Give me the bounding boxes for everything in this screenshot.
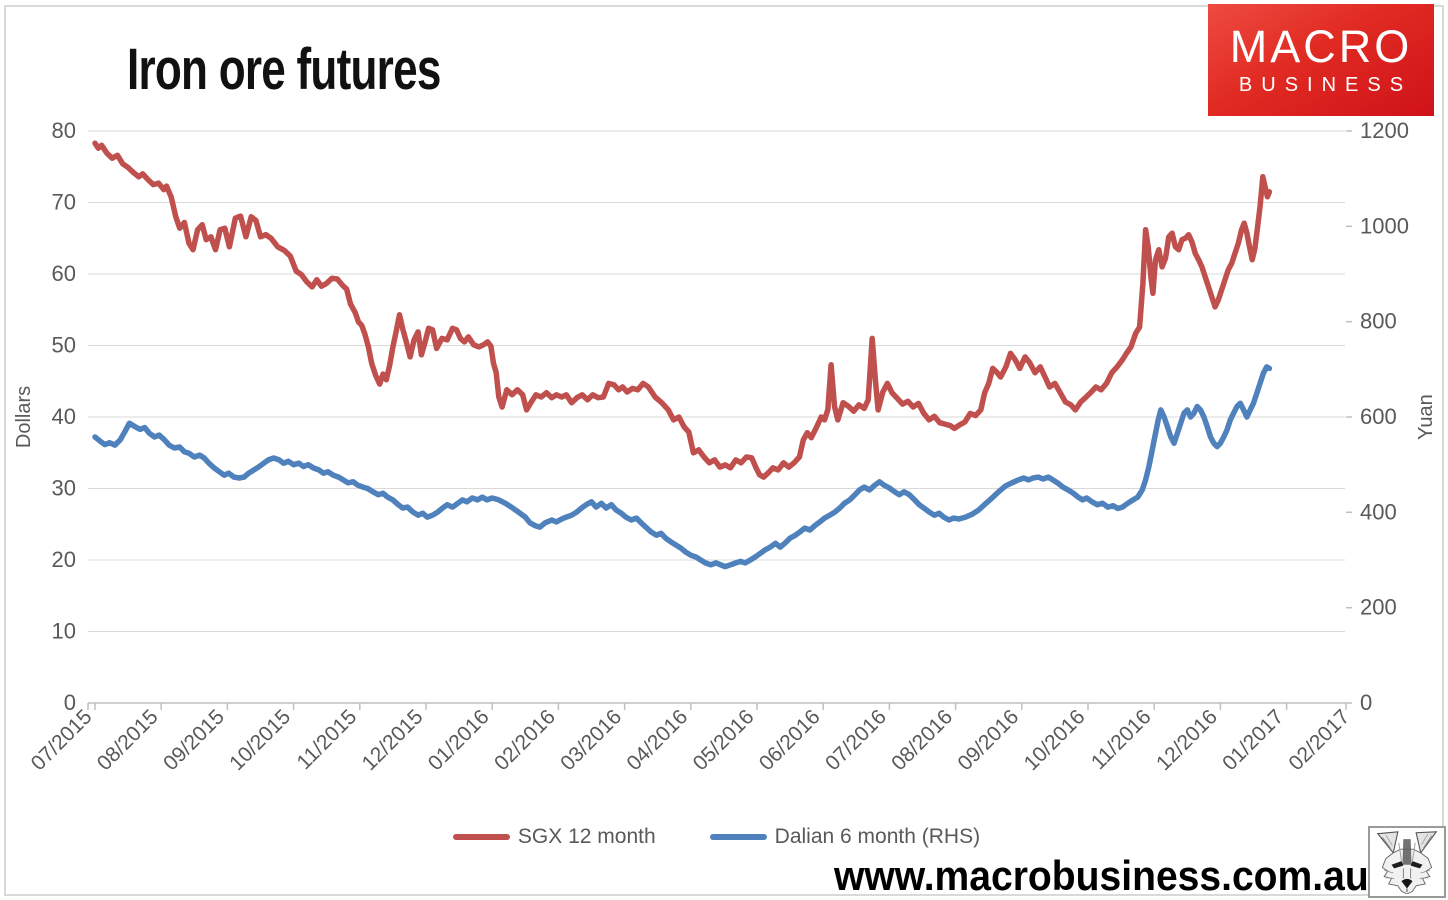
legend-item-dalian: Dalian 6 month (RHS) (709, 825, 981, 849)
x-axis-tick-label: 09/2016 (953, 705, 1023, 775)
x-axis-tick-label: 07/2016 (821, 705, 891, 775)
x-axis-tick-label: 07/2015 (27, 705, 97, 775)
x-axis-tick-label: 08/2015 (93, 705, 163, 775)
y-axis-tick-label-left: 70 (52, 190, 76, 215)
chart-legend: SGX 12 month Dalian 6 month (RHS) (88, 820, 1345, 854)
x-axis-tick-label: 01/2016 (424, 705, 494, 775)
y-axis-tick-label-left: 30 (52, 476, 76, 501)
y-axis-title-left: Dollars (13, 385, 35, 449)
y-axis-tick-label-left: 60 (52, 261, 76, 286)
x-axis-tick-label: 03/2016 (556, 705, 626, 775)
y-axis-tick-label-left: 10 (52, 619, 76, 644)
y-axis-tick-label-right: 200 (1360, 595, 1397, 620)
y-axis-tick-label-left: 40 (52, 404, 76, 429)
legend-item-sgx: SGX 12 month (452, 825, 656, 849)
chart-title: Iron ore futures (127, 37, 441, 102)
macrobusiness-logo: MACRO BUSINESS (1208, 4, 1434, 116)
y-axis-tick-label-left: 80 (52, 118, 76, 143)
legend-line-marker (709, 834, 767, 840)
y-axis-tick-label-right: 0 (1360, 690, 1372, 715)
x-axis-tick-label: 10/2016 (1020, 705, 1090, 775)
y-axis-tick-label-right: 1000 (1360, 213, 1409, 238)
x-axis-tick-label: 11/2015 (292, 705, 361, 774)
logo-text-macro: MACRO (1229, 21, 1413, 73)
y-axis-tick-label-left: 0 (64, 690, 76, 715)
x-axis-tick-label: 06/2016 (755, 705, 825, 775)
y-axis-tick-label-left: 20 (52, 547, 76, 572)
logo-text-business: BUSINESS (1238, 73, 1413, 96)
x-axis-tick-label: 05/2016 (689, 705, 759, 775)
x-axis-tick-label: 10/2015 (225, 705, 295, 775)
y-axis-tick-label-left: 50 (52, 333, 76, 358)
y-axis-tick-label-right: 400 (1360, 499, 1397, 524)
series-line-sgx-12-month (92, 140, 1273, 480)
x-axis-tick-label: 02/2017 (1284, 705, 1354, 775)
legend-label: SGX 12 month (517, 825, 656, 848)
website-url-text: www.macrobusiness.com.au (834, 852, 1369, 899)
y-axis-title-right: Yuan (1415, 394, 1437, 440)
wolf-sketch-image (1368, 826, 1446, 898)
series-line-dalian-6-month-rhs (92, 364, 1273, 570)
y-axis-tick-label-right: 1200 (1360, 118, 1409, 143)
y-axis-tick-label-right: 600 (1360, 404, 1397, 429)
y-axis-tick-label-right: 800 (1360, 309, 1397, 334)
wolf-icon (1376, 831, 1438, 894)
legend-label: Dalian 6 month (RHS) (774, 825, 981, 848)
x-axis-tick-label: 12/2016 (1152, 705, 1222, 775)
x-axis-tick-label: 02/2016 (490, 705, 560, 775)
x-axis-tick-label: 12/2015 (358, 705, 428, 775)
x-axis-tick-label: 08/2016 (887, 705, 957, 775)
x-axis-tick-label: 01/2017 (1218, 705, 1288, 775)
legend-line-marker (452, 834, 510, 840)
x-axis-tick-label: 11/2016 (1087, 705, 1156, 774)
x-axis-tick-label: 04/2016 (622, 705, 692, 775)
x-axis-tick-label: 09/2015 (159, 705, 229, 775)
